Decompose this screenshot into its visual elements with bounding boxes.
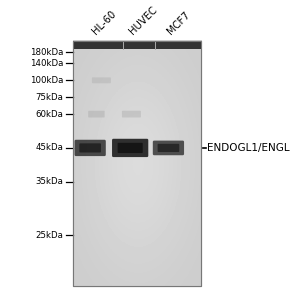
Text: ENDOGL1/ENGL: ENDOGL1/ENGL — [207, 143, 290, 153]
FancyBboxPatch shape — [118, 143, 143, 153]
FancyBboxPatch shape — [92, 77, 111, 83]
Bar — [73, 41, 201, 286]
Bar — [73, 41, 201, 286]
FancyBboxPatch shape — [79, 143, 101, 152]
Text: 180kDa: 180kDa — [30, 48, 63, 57]
Bar — [73, 41, 201, 49]
Text: MCF7: MCF7 — [165, 10, 192, 37]
Text: 35kDa: 35kDa — [35, 177, 63, 186]
FancyBboxPatch shape — [88, 111, 105, 118]
FancyBboxPatch shape — [112, 139, 148, 157]
FancyBboxPatch shape — [158, 144, 179, 152]
Text: HUVEC: HUVEC — [128, 5, 159, 37]
FancyBboxPatch shape — [153, 141, 184, 155]
Text: 140kDa: 140kDa — [30, 59, 63, 68]
FancyBboxPatch shape — [122, 111, 141, 118]
FancyBboxPatch shape — [75, 140, 106, 156]
Text: 75kDa: 75kDa — [35, 93, 63, 102]
Text: 25kDa: 25kDa — [35, 231, 63, 240]
Text: 60kDa: 60kDa — [35, 110, 63, 118]
Text: 45kDa: 45kDa — [35, 143, 63, 152]
Text: 100kDa: 100kDa — [30, 76, 63, 85]
Text: HL-60: HL-60 — [90, 9, 118, 37]
